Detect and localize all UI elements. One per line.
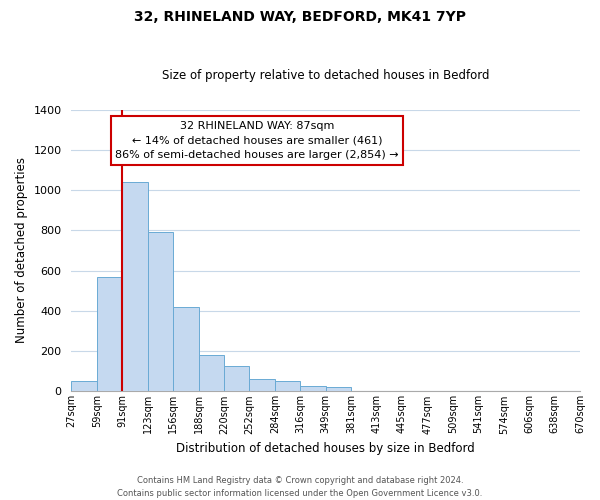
X-axis label: Distribution of detached houses by size in Bedford: Distribution of detached houses by size … [176,442,475,455]
Bar [199,355,224,392]
Bar [122,182,148,392]
Bar [173,307,199,392]
Text: Contains HM Land Registry data © Crown copyright and database right 2024.
Contai: Contains HM Land Registry data © Crown c… [118,476,482,498]
Y-axis label: Number of detached properties: Number of detached properties [15,158,28,344]
Bar [148,232,173,392]
Bar [224,366,250,392]
Bar [275,382,300,392]
Bar [97,276,122,392]
Bar [250,380,275,392]
Bar [326,388,351,392]
Bar [71,382,97,392]
Bar [300,386,326,392]
Text: 32 RHINELAND WAY: 87sqm
← 14% of detached houses are smaller (461)
86% of semi-d: 32 RHINELAND WAY: 87sqm ← 14% of detache… [115,121,399,160]
Text: 32, RHINELAND WAY, BEDFORD, MK41 7YP: 32, RHINELAND WAY, BEDFORD, MK41 7YP [134,10,466,24]
Title: Size of property relative to detached houses in Bedford: Size of property relative to detached ho… [162,69,490,82]
